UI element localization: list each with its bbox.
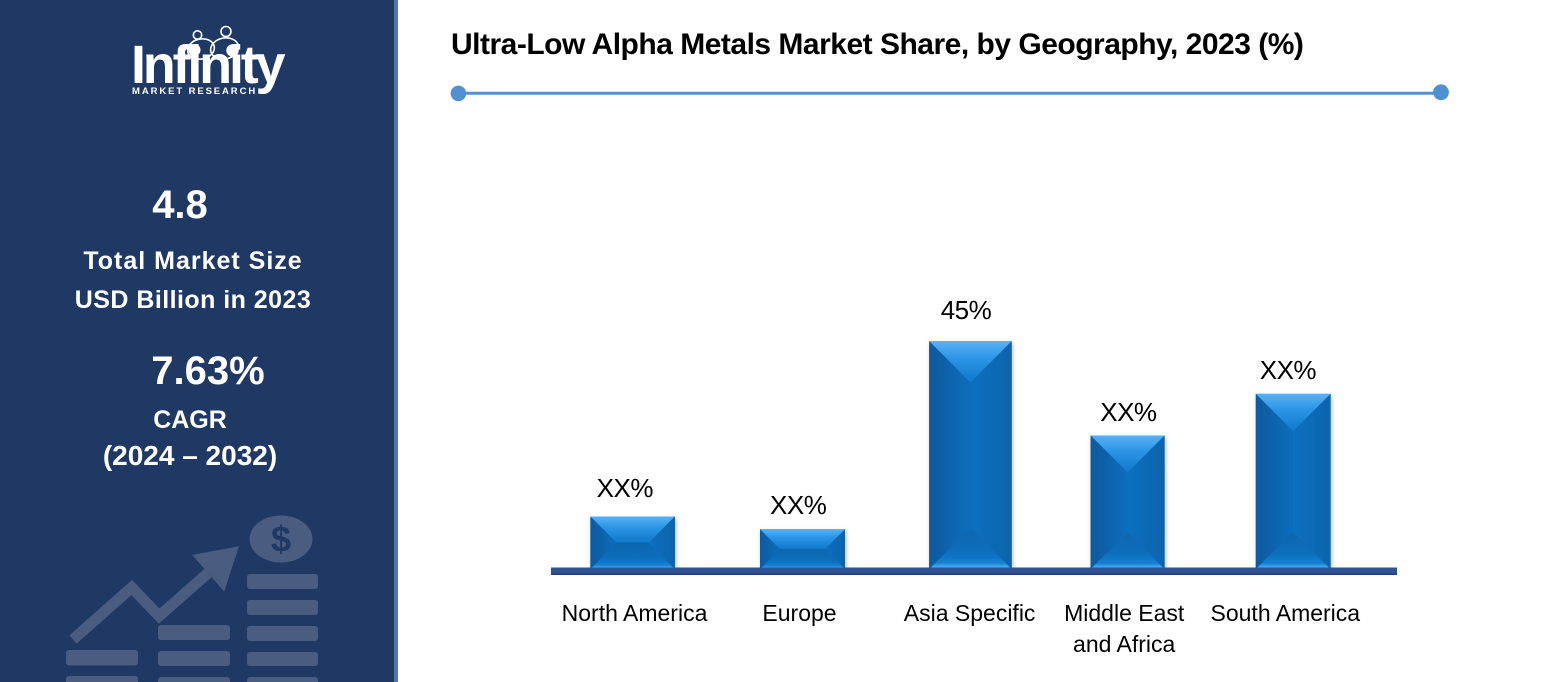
svg-text:$: $: [271, 519, 291, 560]
